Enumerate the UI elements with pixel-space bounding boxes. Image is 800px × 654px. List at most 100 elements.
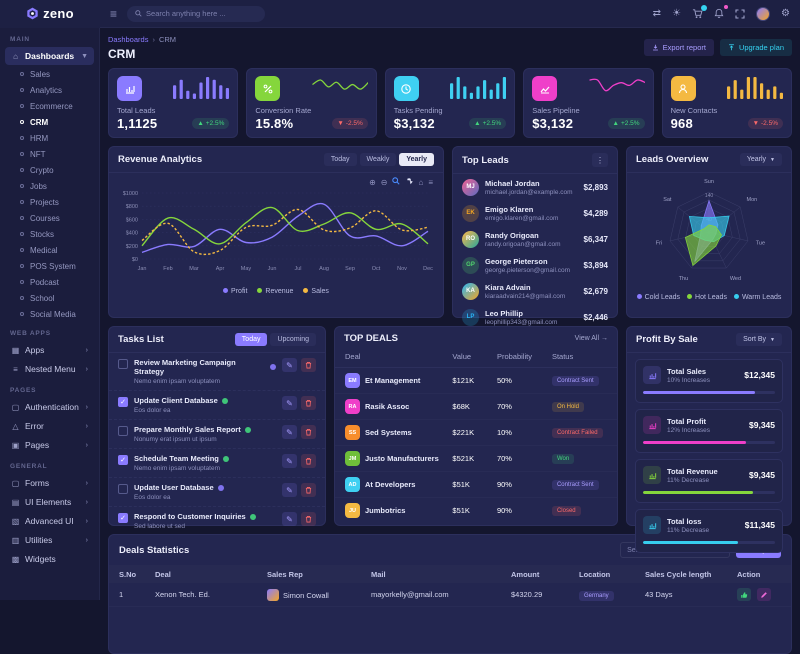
- sidebar-item-widgets[interactable]: ▩ Widgets: [5, 550, 94, 568]
- period-select[interactable]: Yearly ▼: [739, 153, 782, 166]
- task-delete-button[interactable]: [301, 454, 316, 468]
- notifications-icon[interactable]: [714, 5, 729, 19]
- sidebar-item-authentication[interactable]: ▢ Authentication ›: [5, 398, 94, 416]
- deal-row[interactable]: SS Sed Systems $221K 10% Contract Failed: [335, 420, 617, 446]
- task-checkbox[interactable]: ✓: [118, 455, 128, 465]
- deals-table-row[interactable]: 1 Xenon Tech. Ed. Simon Cowall mayorkell…: [109, 583, 791, 607]
- tab-yearly[interactable]: Yearly: [399, 153, 434, 166]
- sidebar-item-crm[interactable]: CRM: [0, 114, 99, 130]
- zoom-out-icon[interactable]: ⊖: [380, 177, 388, 187]
- task-edit-button[interactable]: ✎: [282, 454, 297, 468]
- sidebar-item-utilities[interactable]: ▥ Utilities ›: [5, 531, 94, 549]
- task-edit-button[interactable]: ✎: [282, 425, 297, 439]
- menu-toggle-icon[interactable]: ≡: [110, 6, 118, 21]
- sidebar-item-school[interactable]: School: [0, 290, 99, 306]
- sidebar-item-dashboards[interactable]: ⌂ Dashboards ▼: [5, 47, 94, 65]
- export-report-button[interactable]: Export report: [643, 39, 714, 56]
- sidebar-item-podcast[interactable]: Podcast: [0, 274, 99, 290]
- theme-toggle-icon[interactable]: ☀: [672, 7, 682, 19]
- upgrade-plan-button[interactable]: Upgrade plan: [719, 39, 792, 56]
- task-delete-button[interactable]: [301, 358, 316, 372]
- deal-row[interactable]: EM Et Management $121K 50% Contract Sent: [335, 368, 617, 394]
- sidebar-item-ecommerce[interactable]: Ecommerce: [0, 98, 99, 114]
- task-edit-button[interactable]: ✎: [282, 358, 297, 372]
- task-delete-button[interactable]: [301, 512, 316, 526]
- sidebar-item-pages[interactable]: ▣ Pages ›: [5, 436, 94, 454]
- task-delete-button[interactable]: [301, 396, 316, 410]
- sidebar-item-nft[interactable]: NFT: [0, 146, 99, 162]
- sidebar-item-medical[interactable]: Medical: [0, 242, 99, 258]
- task-checkbox[interactable]: ✓: [118, 513, 128, 523]
- sidebar-item-ui-elements[interactable]: ▤ UI Elements ›: [5, 493, 94, 511]
- lead-list-item[interactable]: MJ Michael Jordan michael.jordan@example.c…: [453, 174, 617, 200]
- sidebar-item-crypto[interactable]: Crypto: [0, 162, 99, 178]
- lead-amount: $3,894: [583, 260, 608, 270]
- deal-row[interactable]: AD At Developers $51K 90% Contract Sent: [335, 472, 617, 498]
- home-reset-icon[interactable]: ⌂: [418, 177, 424, 187]
- view-all-link[interactable]: View All →: [574, 335, 608, 342]
- sidebar-item-analytics[interactable]: Analytics: [0, 82, 99, 98]
- bullet-icon: [20, 168, 24, 172]
- edit-button[interactable]: [757, 588, 772, 601]
- lead-list-item[interactable]: RO Randy Origoan randy.origoan@gmail.com $6…: [453, 226, 617, 252]
- task-delete-button[interactable]: [301, 483, 316, 497]
- task-delete-button[interactable]: [301, 425, 316, 439]
- sidebar-section-general: GENERAL: [10, 463, 48, 470]
- stat-change-badge: ▼ -2.5%: [747, 118, 783, 129]
- trash-icon: [305, 457, 312, 465]
- sidebar-item-pos-system[interactable]: POS System: [0, 258, 99, 274]
- sidebar-item-projects[interactable]: Projects: [0, 194, 99, 210]
- task-edit-button[interactable]: ✎: [282, 512, 297, 526]
- sidebar-item-social-media[interactable]: Social Media: [0, 306, 99, 322]
- deal-row[interactable]: JM Justo Manufacturers $521K 70% Won: [335, 446, 617, 472]
- profit-value: $9,345: [749, 420, 775, 430]
- tasks-tab-today[interactable]: Today: [234, 333, 268, 346]
- like-button[interactable]: [737, 588, 751, 601]
- sidebar-item-stocks[interactable]: Stocks: [0, 226, 99, 242]
- lead-list-item[interactable]: LP Leo Phillip leophillip343@gmail.com $2,4…: [453, 304, 617, 330]
- task-checkbox[interactable]: [118, 484, 128, 494]
- selection-zoom-icon[interactable]: [392, 177, 401, 187]
- breadcrumb-current: CRM: [158, 35, 177, 44]
- breadcrumb-dashboards[interactable]: Dashboards: [108, 35, 149, 44]
- sidebar-item-error[interactable]: △ Error ›: [5, 417, 94, 435]
- sidebar-item-forms[interactable]: ▢ Forms ›: [5, 474, 94, 492]
- user-avatar[interactable]: [756, 6, 771, 21]
- global-search[interactable]: [127, 5, 266, 22]
- zoom-in-icon[interactable]: ⊕: [369, 177, 376, 187]
- sidebar-item-advanced-ui[interactable]: ▧ Advanced UI ›: [5, 512, 94, 530]
- sidebar-item-courses[interactable]: Courses: [0, 210, 99, 226]
- chart-menu-icon[interactable]: ≡: [428, 177, 433, 187]
- sidebar-item-nested-menu[interactable]: ≡ Nested Menu ›: [5, 360, 94, 378]
- task-checkbox[interactable]: ✓: [118, 397, 128, 407]
- task-checkbox[interactable]: [118, 426, 128, 436]
- translate-icon[interactable]: ⇄: [652, 7, 662, 19]
- task-edit-button[interactable]: ✎: [282, 396, 297, 410]
- sort-by-select[interactable]: Sort By ▼: [736, 333, 782, 346]
- lead-amount: $2,893: [583, 182, 608, 192]
- fullscreen-icon[interactable]: [735, 8, 745, 19]
- search-input[interactable]: [146, 9, 257, 18]
- lead-list-item[interactable]: GP George Pieterson george.pieterson@gmail…: [453, 252, 617, 278]
- sidebar-item-hrm[interactable]: HRM: [0, 130, 99, 146]
- more-options-button[interactable]: ⋮: [592, 153, 608, 167]
- pan-hand-icon[interactable]: [405, 177, 413, 187]
- sidebar-item-sales[interactable]: Sales: [0, 66, 99, 82]
- sidebar-item-jobs[interactable]: Jobs: [0, 178, 99, 194]
- cart-icon[interactable]: [692, 5, 708, 19]
- tab-weakly[interactable]: Weakly: [359, 153, 397, 166]
- lead-list-item[interactable]: KA Kiara Advain kiaraadvain214@gmail.com $2…: [453, 278, 617, 304]
- sidebar-item-label: Utilities: [25, 535, 53, 545]
- app-logo[interactable]: zeno: [0, 0, 100, 28]
- bullet-icon: [20, 104, 24, 108]
- task-edit-button[interactable]: ✎: [282, 483, 297, 497]
- deal-row[interactable]: RA Rasik Assoc $68K 70% On Hold: [335, 394, 617, 420]
- tab-today[interactable]: Today: [323, 153, 357, 166]
- sidebar-item-apps[interactable]: ▦ Apps ›: [5, 341, 94, 359]
- deal-row[interactable]: JU Jumbotrics $51K 90% Closed: [335, 498, 617, 523]
- settings-gear-icon[interactable]: ⚙: [781, 7, 790, 19]
- tasks-tab-upcoming[interactable]: Upcoming: [270, 333, 316, 346]
- lead-list-item[interactable]: EK Emigo Klaren emigo.klaren@gmail.com $4,2…: [453, 200, 617, 226]
- task-checkbox[interactable]: [118, 359, 128, 369]
